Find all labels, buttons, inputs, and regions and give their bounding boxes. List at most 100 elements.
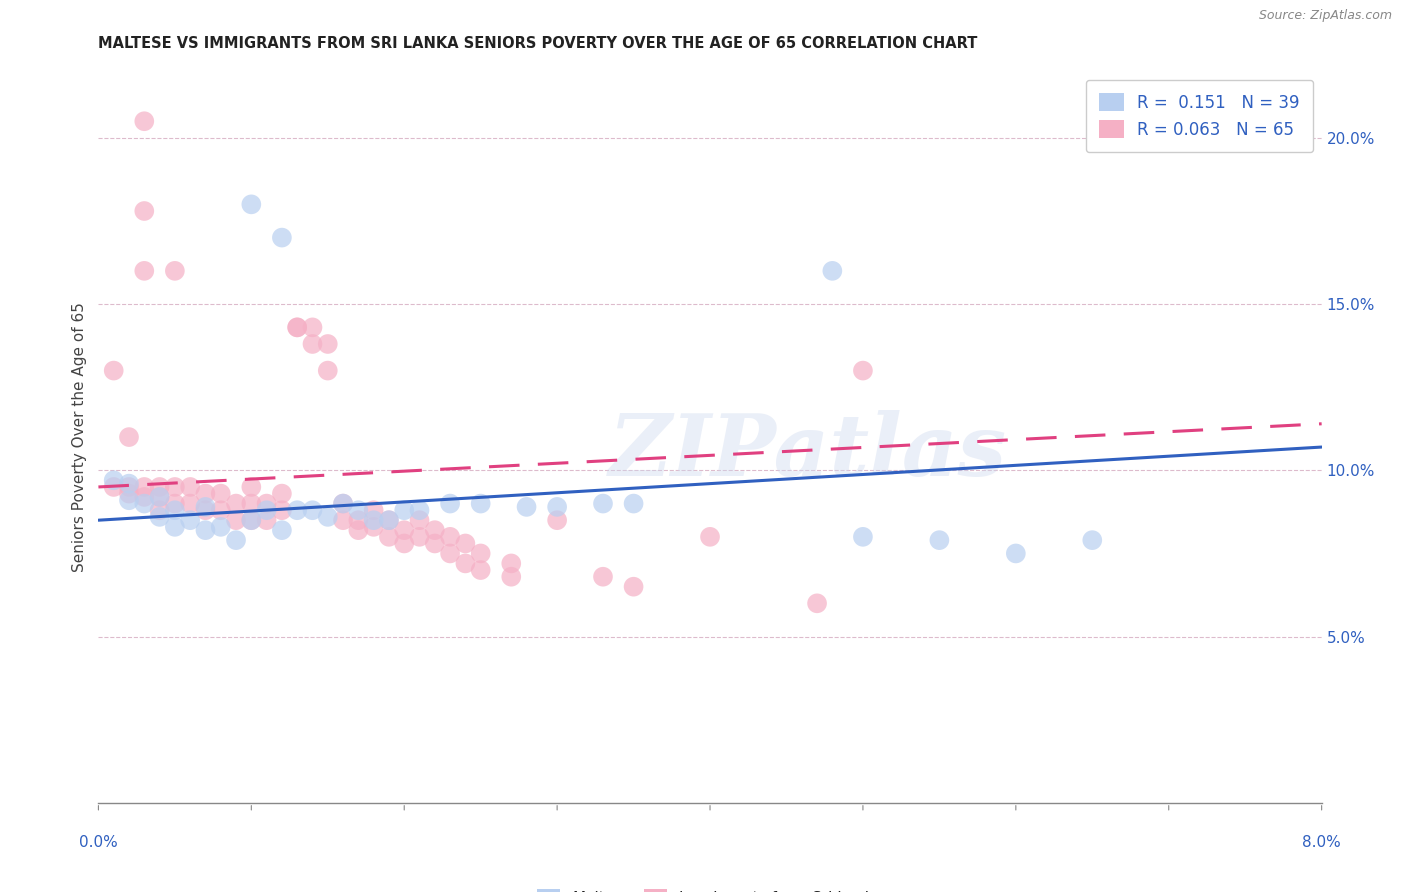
Y-axis label: Seniors Poverty Over the Age of 65: Seniors Poverty Over the Age of 65 — [72, 302, 87, 572]
Point — [103, 363, 125, 377]
Point — [179, 497, 201, 511]
Point — [546, 500, 568, 514]
Point — [240, 513, 263, 527]
Point — [363, 503, 385, 517]
Point — [821, 264, 844, 278]
Point — [270, 486, 294, 500]
Point — [103, 473, 125, 487]
Point — [332, 497, 354, 511]
Point — [118, 480, 141, 494]
Point — [134, 114, 156, 128]
Point — [134, 490, 156, 504]
Point — [592, 497, 614, 511]
Point — [225, 497, 247, 511]
Point — [209, 503, 232, 517]
Point — [103, 480, 125, 494]
Point — [363, 520, 385, 534]
Point — [347, 513, 370, 527]
Point — [332, 497, 354, 511]
Point — [149, 480, 172, 494]
Point — [118, 476, 141, 491]
Point — [209, 486, 232, 500]
Point — [134, 264, 156, 278]
Legend: Maltese, Immigrants from Sri Lanka: Maltese, Immigrants from Sri Lanka — [531, 883, 889, 892]
Point — [118, 493, 141, 508]
Point — [470, 497, 492, 511]
Point — [408, 530, 430, 544]
Point — [623, 580, 645, 594]
Point — [301, 337, 323, 351]
Text: 0.0%: 0.0% — [79, 836, 118, 850]
Point — [699, 530, 721, 544]
Point — [194, 503, 217, 517]
Point — [501, 557, 523, 571]
Point — [118, 486, 141, 500]
Point — [1004, 546, 1026, 560]
Text: Source: ZipAtlas.com: Source: ZipAtlas.com — [1258, 9, 1392, 22]
Point — [378, 513, 401, 527]
Point — [285, 320, 308, 334]
Point — [316, 337, 339, 351]
Point — [316, 363, 339, 377]
Point — [378, 530, 401, 544]
Point — [270, 523, 294, 537]
Point — [516, 500, 538, 514]
Point — [408, 503, 430, 517]
Point — [163, 520, 186, 534]
Point — [149, 490, 172, 504]
Point — [332, 513, 354, 527]
Point — [225, 513, 247, 527]
Point — [806, 596, 828, 610]
Point — [179, 480, 201, 494]
Point — [423, 536, 446, 550]
Point — [454, 557, 477, 571]
Point — [470, 563, 492, 577]
Point — [316, 509, 339, 524]
Point — [149, 503, 172, 517]
Point — [392, 536, 416, 550]
Point — [592, 570, 614, 584]
Point — [179, 513, 201, 527]
Point — [285, 320, 308, 334]
Point — [240, 513, 263, 527]
Point — [347, 503, 370, 517]
Point — [623, 497, 645, 511]
Point — [118, 430, 141, 444]
Point — [439, 497, 461, 511]
Point — [240, 480, 263, 494]
Point — [852, 363, 875, 377]
Point — [301, 320, 323, 334]
Point — [347, 523, 370, 537]
Point — [1081, 533, 1104, 548]
Point — [501, 570, 523, 584]
Point — [163, 503, 186, 517]
Point — [256, 497, 278, 511]
Point — [546, 513, 568, 527]
Point — [1279, 131, 1302, 145]
Point — [270, 230, 294, 244]
Point — [392, 503, 416, 517]
Point — [423, 523, 446, 537]
Point — [392, 523, 416, 537]
Point — [363, 513, 385, 527]
Point — [256, 503, 278, 517]
Point — [852, 530, 875, 544]
Point — [928, 533, 950, 548]
Point — [163, 264, 186, 278]
Point — [149, 509, 172, 524]
Point — [194, 486, 217, 500]
Point — [240, 497, 263, 511]
Point — [225, 533, 247, 548]
Point — [470, 546, 492, 560]
Point — [439, 546, 461, 560]
Point — [149, 490, 172, 504]
Point — [134, 204, 156, 219]
Point — [256, 513, 278, 527]
Point — [285, 503, 308, 517]
Point — [270, 503, 294, 517]
Point — [134, 497, 156, 511]
Text: MALTESE VS IMMIGRANTS FROM SRI LANKA SENIORS POVERTY OVER THE AGE OF 65 CORRELAT: MALTESE VS IMMIGRANTS FROM SRI LANKA SEN… — [98, 36, 977, 51]
Point — [194, 500, 217, 514]
Point — [163, 497, 186, 511]
Point — [454, 536, 477, 550]
